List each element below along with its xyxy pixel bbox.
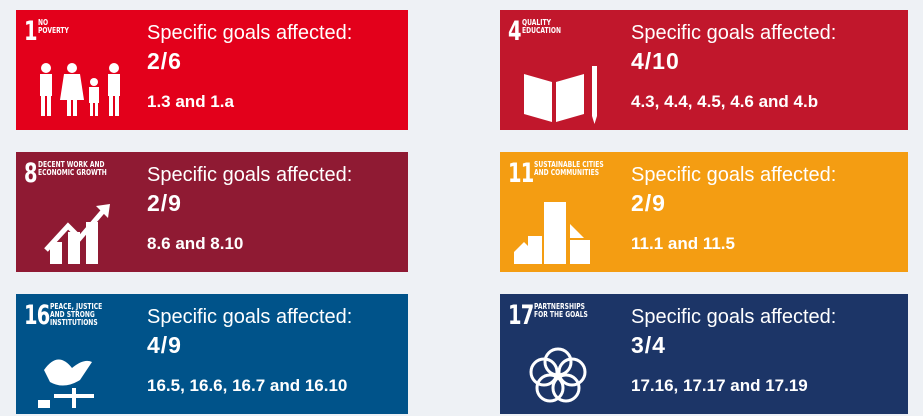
goal-label: PEACE, JUSTICE AND STRONG INSTITUTIONS bbox=[50, 303, 102, 327]
goal-label-line: FOR THE GOALS bbox=[534, 310, 588, 319]
goal-label-line: NO bbox=[38, 18, 49, 27]
goal-number: 16 bbox=[24, 300, 50, 331]
goal-label-line: AND STRONG bbox=[50, 310, 95, 319]
heading: Specific goals affected: bbox=[147, 22, 353, 44]
goal-icon bbox=[508, 56, 612, 124]
icon-graphic bbox=[44, 204, 110, 264]
goal-label: SUSTAINABLE CITIES AND COMMUNITIES bbox=[534, 161, 604, 177]
goal-card: 8 DECENT WORK AND ECONOMIC GROWTH Specific … bbox=[16, 152, 408, 272]
goal-label: PARTNERSHIPS FOR THE GOALS bbox=[534, 303, 588, 319]
goal-label-line: PEACE, JUSTICE bbox=[50, 302, 103, 311]
goal-card: 16 PEACE, JUSTICE AND STRONG INSTITUTIONS Sp… bbox=[16, 294, 408, 414]
heading: Specific goals affected: bbox=[631, 306, 837, 328]
icon-graphic bbox=[38, 359, 94, 408]
icon-graphic bbox=[529, 347, 587, 403]
fraction: 2/9 bbox=[147, 190, 182, 216]
goal-number: 17 bbox=[508, 300, 534, 331]
goal-number: 1 bbox=[24, 16, 38, 47]
goal-card: 4 QUALITY EDUCATION Specific goals affected… bbox=[500, 10, 908, 130]
goal-label-line: DECENT WORK AND bbox=[38, 160, 105, 169]
goal-label-line: INSTITUTIONS bbox=[50, 318, 98, 327]
goal-card: 11 SUSTAINABLE CITIES AND COMMUNITIES Speci… bbox=[500, 152, 908, 272]
targets: 11.1 and 11.5 bbox=[631, 234, 735, 253]
goal-icon bbox=[24, 56, 128, 124]
heading: Specific goals affected: bbox=[631, 22, 837, 44]
fraction: 3/4 bbox=[631, 332, 666, 358]
goal-icon bbox=[508, 198, 612, 266]
goal-icon bbox=[24, 198, 128, 266]
goal-label: QUALITY EDUCATION bbox=[522, 19, 561, 35]
goal-label-line: PARTNERSHIPS bbox=[534, 302, 585, 311]
goal-icon bbox=[24, 340, 128, 408]
goal-number: 8 bbox=[24, 158, 38, 189]
fraction: 2/9 bbox=[631, 190, 666, 216]
goal-label-line: EDUCATION bbox=[522, 26, 561, 35]
fraction: 4/10 bbox=[631, 48, 680, 74]
goal-label-line: SUSTAINABLE CITIES bbox=[534, 160, 604, 169]
goal-card: 1 NO POVERTY Specific goals affected: 2/6 1.3… bbox=[16, 10, 408, 130]
goal-number: 4 bbox=[508, 16, 522, 47]
goal-label-line: QUALITY bbox=[522, 18, 551, 27]
goal-label-line: POVERTY bbox=[38, 26, 69, 35]
goal-label: DECENT WORK AND ECONOMIC GROWTH bbox=[38, 161, 107, 177]
icon-graphic bbox=[524, 66, 597, 124]
targets: 1.3 and 1.a bbox=[147, 92, 234, 111]
targets: 16.5, 16.6, 16.7 and 16.10 bbox=[147, 376, 348, 395]
targets: 4.3, 4.4, 4.5, 4.6 and 4.b bbox=[631, 92, 819, 111]
fraction: 4/9 bbox=[147, 332, 182, 358]
icon-graphic bbox=[514, 202, 590, 264]
goal-label-line: ECONOMIC GROWTH bbox=[38, 168, 107, 177]
targets: 17.16, 17.17 and 17.19 bbox=[631, 376, 808, 395]
goal-label: NO POVERTY bbox=[38, 19, 69, 35]
heading: Specific goals affected: bbox=[631, 164, 837, 186]
targets: 8.6 and 8.10 bbox=[147, 234, 244, 253]
heading: Specific goals affected: bbox=[147, 164, 353, 186]
heading: Specific goals affected: bbox=[147, 306, 353, 328]
goal-card: 17 PARTNERSHIPS FOR THE GOALS Specific goal… bbox=[500, 294, 908, 414]
goal-icon bbox=[508, 340, 612, 408]
goal-number: 11 bbox=[508, 158, 534, 189]
goal-label-line: AND COMMUNITIES bbox=[534, 168, 600, 177]
icon-graphic bbox=[40, 63, 120, 116]
fraction: 2/6 bbox=[147, 48, 182, 74]
